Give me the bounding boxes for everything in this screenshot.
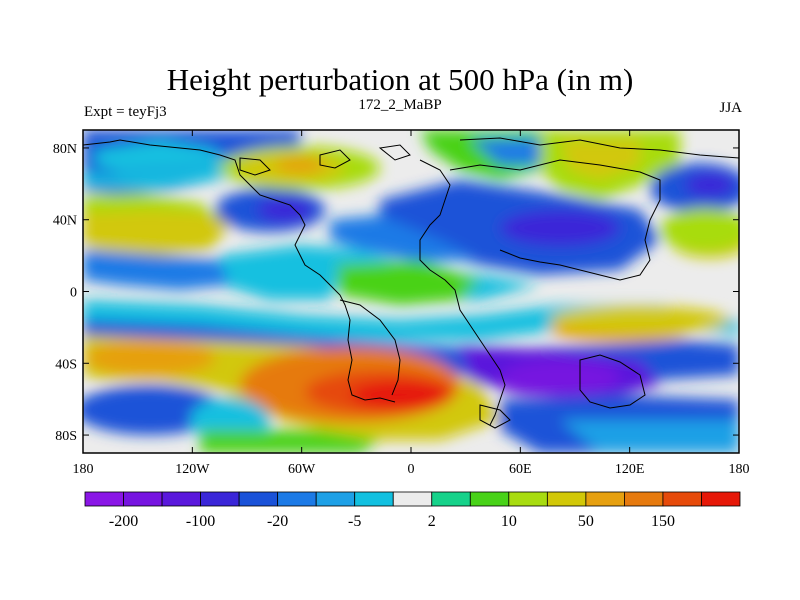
eurasia-mid-blue (330, 215, 480, 262)
lat-tick-label: 0 (70, 286, 77, 301)
sh-deep-red (350, 381, 450, 409)
lat-tick-label: 40N (53, 214, 77, 229)
colorbar-swatch (508, 491, 548, 507)
lon-tick-label: 0 (408, 462, 415, 477)
ne-asia-yellow (560, 140, 640, 180)
west-cyan-patch (95, 140, 230, 172)
colorbar-label: -100 (186, 513, 215, 530)
pacific-east-green (660, 208, 739, 252)
antarctic-green (200, 430, 380, 453)
lat-tick-label: 80N (53, 142, 77, 157)
coast-south-america (339, 299, 401, 396)
atl-orange-ridge (275, 157, 325, 173)
field-blobs (83, 130, 739, 453)
sh-orange-ridge-west (85, 340, 215, 376)
colorbar-swatch (354, 491, 394, 507)
colorbar-label: -5 (348, 513, 361, 530)
colorbar-swatch (84, 491, 124, 507)
colorbar-label: -20 (267, 513, 288, 530)
lon-tick-label: 180 (73, 462, 94, 477)
experiment-label: Expt = teyFj3 (84, 104, 167, 120)
west-tropic-blue (83, 250, 230, 290)
lat-tick-label: 40S (55, 357, 77, 372)
map-title: Height perturbation at 500 hPa (in m) (166, 62, 634, 97)
colorbar-swatch (469, 491, 510, 507)
na-deep-blue (257, 198, 313, 222)
colorbar-swatch (315, 491, 356, 507)
coast-africa-south (479, 404, 511, 429)
pacific-east-deep (685, 173, 735, 197)
colorbar-labels: -200 -100 -20 -5 2 10 50 150 (109, 513, 675, 530)
east-asia-deep-blue (500, 210, 620, 246)
lat-tick-label: 80S (55, 429, 77, 444)
sh-deep-purple (500, 360, 620, 396)
coast-asia (449, 159, 661, 281)
colorbar-swatch (431, 491, 471, 507)
coastlines (83, 137, 739, 429)
run-label: 172_2_MaBP (358, 97, 442, 113)
lon-axis: 180 120W 60W 0 60E 120E 180 (73, 130, 750, 477)
lon-tick-label: 120E (615, 462, 645, 477)
coast-arctic-islands (239, 144, 411, 176)
colorbar-label: 2 (428, 513, 436, 530)
lon-tick-label: 180 (729, 462, 750, 477)
colorbar-swatch (238, 491, 279, 507)
colorbar-label: 50 (578, 513, 594, 530)
colorbar-swatch (123, 491, 163, 507)
sh-sw-blue-low (83, 385, 225, 435)
antarctic-east-cyan (560, 420, 739, 453)
lat-axis: 80N 40N 0 40S 80S (53, 142, 739, 444)
lon-tick-label: 60E (509, 462, 532, 477)
colorbar-swatch (161, 491, 201, 507)
colorbar-swatch (701, 491, 741, 507)
coast-north-america (83, 139, 396, 403)
colorbar-swatch (662, 491, 702, 507)
coast-europe-africa (419, 159, 506, 426)
coast-australia (579, 354, 646, 409)
lon-tick-label: 60W (288, 462, 316, 477)
coast-north-siberia (459, 137, 739, 159)
colorbar-label: -200 (109, 513, 138, 530)
colorbar-swatch (546, 491, 587, 507)
colorbar-swatch (277, 491, 317, 507)
colorbar (84, 491, 741, 507)
siberia-blue (470, 138, 540, 165)
season-label: JJA (719, 100, 742, 116)
colorbar-swatch (624, 491, 664, 507)
lon-tick-label: 120W (175, 462, 210, 477)
colorbar-label: 10 (501, 513, 517, 530)
colorbar-swatch (392, 491, 433, 507)
north-pacific-green (83, 193, 225, 220)
height-field (83, 130, 739, 453)
colorbar-swatch (200, 491, 240, 507)
indian-ocean-yellow (550, 306, 730, 334)
tropic-cyan (220, 245, 340, 300)
tropic-green (330, 260, 480, 305)
colorbar-label: 150 (651, 513, 675, 530)
colorbar-swatch (585, 491, 625, 507)
